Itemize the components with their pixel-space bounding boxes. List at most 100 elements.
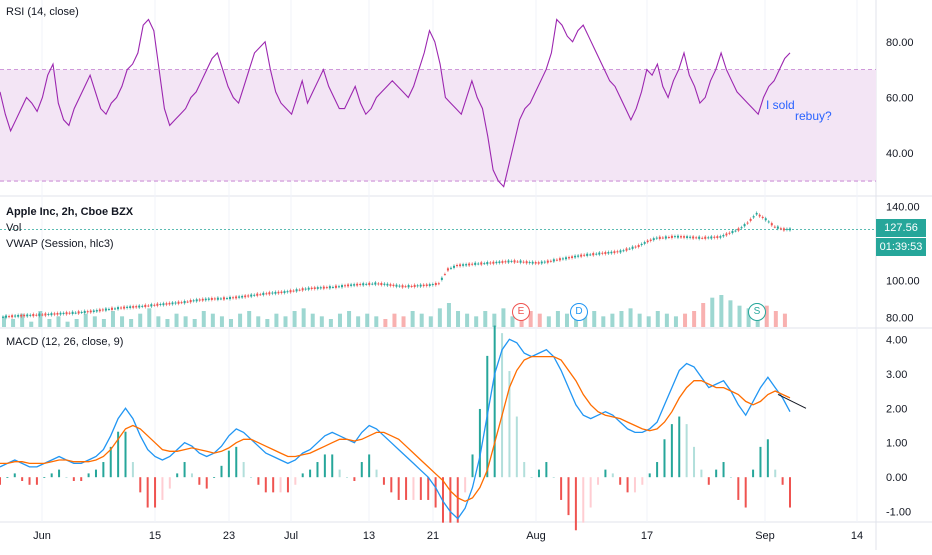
candle (440, 277, 443, 280)
macd-histogram-bar (449, 477, 452, 523)
candle (316, 287, 319, 289)
candle (534, 262, 537, 264)
candle (698, 236, 701, 239)
rsi-y-tick-label: 60.00 (886, 93, 914, 105)
macd-histogram-bar (766, 439, 769, 478)
candle (368, 282, 371, 286)
macd-histogram-bar (382, 477, 385, 485)
candle (310, 287, 313, 290)
candle (195, 299, 198, 302)
candle (449, 267, 452, 269)
candle (47, 313, 50, 315)
candle (571, 256, 574, 259)
candle (135, 306, 138, 308)
candle (770, 223, 773, 226)
macd-histogram-bar (523, 462, 526, 478)
volume-bar (583, 313, 588, 327)
candle (564, 257, 567, 260)
volume-bar (465, 313, 470, 327)
x-tick-label: Aug (526, 530, 546, 542)
candle (743, 224, 746, 227)
rsi-band (0, 69, 876, 182)
volume-bar (138, 313, 143, 327)
volume-bar (419, 313, 424, 327)
macd-histogram-bar (530, 477, 533, 478)
macd-histogram-bar (582, 477, 585, 523)
candle (628, 248, 631, 250)
macd-histogram-bar (183, 462, 186, 478)
volume-bar (601, 316, 606, 327)
dividend-marker[interactable]: D (570, 303, 588, 321)
macd-histogram-bar (286, 477, 289, 493)
macd-histogram-bar (560, 477, 563, 500)
candle (586, 253, 589, 256)
macd-histogram-bar (331, 454, 334, 478)
candle (568, 257, 571, 259)
split-marker[interactable]: S (748, 303, 766, 321)
price-y-tick-label: 140.00 (886, 201, 920, 213)
candle (301, 288, 304, 291)
macd-y-tick-label: 1.00 (886, 438, 907, 450)
macd-histogram-bar (205, 477, 208, 489)
candle (171, 302, 174, 305)
macd-histogram-bar (537, 469, 540, 478)
candle (543, 261, 546, 263)
volume-bar (555, 311, 560, 327)
candle (767, 221, 770, 223)
volume-bar (301, 308, 306, 327)
candle (17, 314, 20, 317)
macd-histogram-bar (508, 371, 511, 478)
volume-bar (92, 316, 97, 327)
volume-bar (165, 319, 170, 327)
candle (631, 246, 634, 249)
candle (280, 291, 283, 294)
candle (471, 263, 474, 265)
candle (495, 261, 498, 264)
candle (680, 236, 683, 238)
candle (165, 303, 168, 305)
countdown-badge: 01:39:53 (876, 238, 926, 256)
macd-histogram-bar (102, 462, 105, 478)
volume-bar (428, 316, 433, 327)
candle (749, 218, 752, 221)
candle (313, 287, 316, 290)
candle (74, 312, 77, 314)
macd-histogram-bar (198, 477, 201, 485)
macd-histogram-bar (670, 424, 673, 478)
candle (174, 302, 177, 304)
volume-bar (592, 311, 597, 327)
candle (634, 246, 637, 248)
macd-histogram-bar (685, 424, 688, 478)
macd-histogram-bar (707, 477, 710, 485)
macd-histogram-bar (50, 473, 53, 478)
candle (443, 274, 446, 276)
volume-bar (501, 308, 506, 327)
candle (365, 283, 368, 285)
volume-bar (637, 313, 642, 327)
macd-histogram-bar (13, 473, 16, 478)
macd-histogram-bar (493, 325, 496, 478)
volume-bar (410, 311, 415, 327)
candle (752, 216, 755, 218)
volume-bar (574, 316, 579, 327)
earnings-marker[interactable]: E (512, 303, 530, 321)
volume-bar (11, 319, 16, 327)
candle (38, 313, 41, 316)
candle (256, 293, 259, 296)
candle (150, 304, 153, 307)
volume-bar (256, 316, 261, 327)
candle (86, 311, 89, 313)
candle (274, 291, 277, 294)
macd-histogram-bar (139, 477, 142, 493)
macd-histogram-bar (515, 416, 518, 478)
volume-bar (401, 316, 406, 327)
candle (322, 286, 325, 289)
macd-histogram-bar (478, 408, 481, 478)
candle (589, 254, 592, 256)
macd-histogram-bar (545, 462, 548, 478)
candle (583, 254, 586, 256)
candle (395, 284, 398, 287)
candle (389, 284, 392, 286)
